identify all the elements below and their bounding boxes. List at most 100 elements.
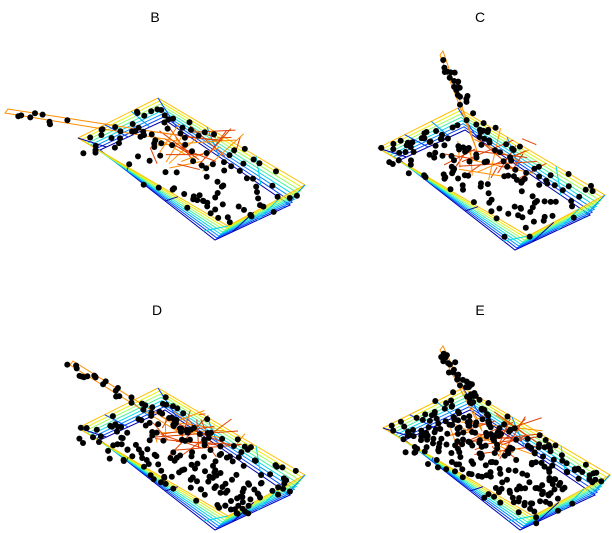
point: [482, 159, 488, 165]
point: [449, 459, 455, 465]
point: [251, 157, 257, 163]
point: [464, 99, 470, 105]
point: [155, 461, 161, 467]
point: [422, 411, 428, 417]
point: [129, 400, 135, 406]
point: [250, 176, 256, 182]
point: [242, 444, 248, 450]
point: [206, 435, 212, 441]
point: [566, 183, 572, 189]
point: [471, 390, 477, 396]
point: [505, 414, 511, 420]
point: [178, 429, 184, 435]
point: [149, 404, 155, 410]
point: [178, 130, 184, 136]
point: [470, 110, 476, 116]
point: [240, 161, 246, 167]
point: [503, 141, 509, 147]
point: [548, 199, 554, 205]
point: [181, 191, 187, 197]
point: [512, 204, 518, 210]
point: [115, 385, 121, 391]
point: [211, 470, 217, 476]
point: [93, 143, 99, 149]
point: [545, 492, 551, 498]
point: [457, 382, 463, 388]
turret-wire: [169, 161, 201, 168]
point: [449, 422, 455, 428]
point: [274, 464, 280, 470]
point: [117, 128, 123, 134]
point: [253, 458, 259, 464]
point: [516, 509, 522, 515]
point: [219, 484, 225, 490]
point: [179, 437, 185, 443]
point: [474, 155, 480, 161]
point: [275, 194, 281, 200]
point: [527, 506, 533, 512]
point: [513, 457, 519, 463]
point: [492, 450, 498, 456]
point: [501, 158, 507, 164]
point: [91, 373, 97, 379]
point: [541, 218, 547, 224]
point: [238, 449, 244, 455]
point: [211, 131, 217, 137]
point: [583, 462, 589, 468]
point: [543, 499, 549, 505]
point: [425, 461, 431, 467]
point: [488, 474, 494, 480]
point: [522, 485, 528, 491]
point: [483, 430, 489, 436]
point: [230, 458, 236, 464]
point: [218, 470, 224, 476]
point: [455, 143, 461, 149]
point: [249, 213, 255, 219]
point: [534, 198, 540, 204]
point: [251, 487, 257, 493]
point: [152, 452, 158, 458]
point: [480, 416, 486, 422]
point: [481, 120, 487, 126]
point: [462, 172, 468, 178]
point: [475, 473, 481, 479]
point: [460, 187, 466, 193]
point: [448, 450, 454, 456]
point: [396, 150, 402, 156]
point: [552, 182, 558, 188]
point: [530, 193, 536, 199]
point: [593, 470, 599, 476]
point: [486, 190, 492, 196]
point: [198, 486, 204, 492]
point: [228, 498, 234, 504]
point: [546, 475, 552, 481]
point: [564, 460, 570, 466]
point: [154, 430, 160, 436]
point: [255, 195, 261, 201]
point: [158, 468, 164, 474]
point: [260, 204, 266, 210]
panel: C: [378, 9, 605, 250]
point: [467, 159, 473, 165]
point: [98, 433, 104, 439]
point: [269, 488, 275, 494]
tank-render: [383, 346, 610, 530]
point: [390, 161, 396, 167]
point: [248, 444, 254, 450]
point: [566, 171, 572, 177]
point: [98, 132, 104, 138]
point: [139, 455, 145, 461]
point: [81, 374, 87, 380]
point: [293, 468, 299, 474]
point: [170, 449, 176, 455]
point: [525, 436, 531, 442]
panel-label: E: [475, 302, 484, 318]
hull-wire: [394, 124, 595, 246]
point: [466, 423, 472, 429]
point: [269, 183, 275, 189]
point: [543, 437, 549, 443]
turret-wire: [217, 137, 231, 138]
point: [450, 125, 456, 131]
point: [496, 489, 502, 495]
point: [505, 450, 511, 456]
